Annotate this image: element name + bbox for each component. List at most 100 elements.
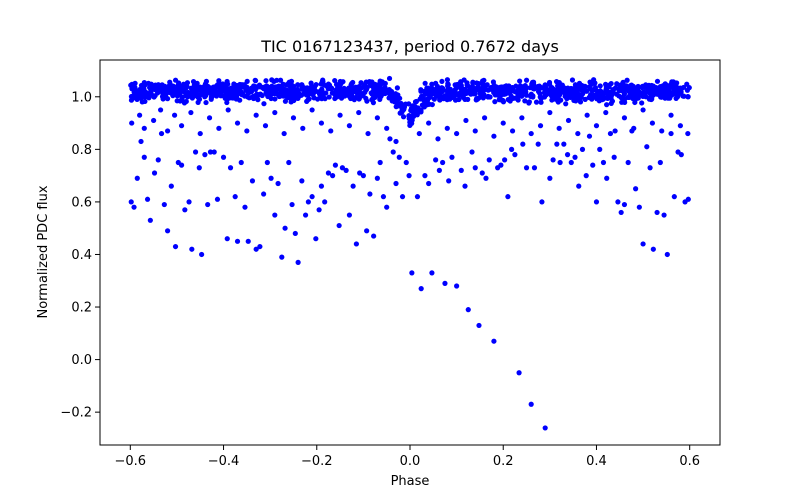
band-point bbox=[329, 90, 335, 96]
data-point bbox=[225, 107, 231, 113]
band-point bbox=[223, 84, 229, 90]
band-point bbox=[418, 93, 425, 99]
data-point bbox=[509, 146, 515, 152]
band-point bbox=[569, 77, 576, 83]
band-point bbox=[469, 89, 476, 95]
data-point bbox=[242, 204, 248, 210]
band-point bbox=[224, 78, 230, 85]
x-axis-ticks: −0.6 −0.4 −0.2 0.0 0.2 0.4 0.6 bbox=[115, 445, 700, 469]
band-point bbox=[167, 79, 173, 85]
band-point bbox=[371, 94, 377, 100]
data-point bbox=[531, 165, 538, 171]
band-point bbox=[142, 98, 148, 104]
band-point bbox=[641, 89, 647, 95]
band-point bbox=[464, 80, 470, 86]
band-point bbox=[400, 104, 407, 110]
data-point bbox=[664, 251, 670, 258]
data-point bbox=[390, 149, 396, 155]
band-point bbox=[249, 94, 255, 100]
data-point bbox=[576, 183, 582, 189]
data-point bbox=[472, 128, 478, 134]
data-point bbox=[519, 115, 525, 121]
band-point bbox=[675, 91, 681, 97]
band-point bbox=[439, 78, 445, 85]
band-point bbox=[203, 99, 209, 106]
data-point bbox=[168, 183, 174, 189]
band-point bbox=[515, 97, 521, 103]
band-point bbox=[663, 82, 670, 88]
band-point bbox=[379, 80, 385, 87]
data-point bbox=[509, 128, 516, 134]
band-point bbox=[519, 89, 525, 95]
band-point bbox=[530, 94, 536, 100]
band-point bbox=[522, 98, 528, 104]
band-point bbox=[294, 93, 300, 100]
band-point bbox=[130, 93, 136, 100]
data-point bbox=[654, 209, 660, 216]
band-point bbox=[526, 99, 532, 105]
data-point bbox=[433, 157, 439, 163]
data-point bbox=[144, 196, 151, 202]
band-point bbox=[439, 85, 445, 91]
band-point bbox=[310, 92, 316, 98]
data-point bbox=[325, 170, 332, 176]
data-point bbox=[227, 165, 234, 171]
band-point bbox=[409, 120, 415, 126]
band-point bbox=[328, 85, 335, 92]
band-point bbox=[164, 86, 170, 92]
band-point bbox=[386, 75, 393, 82]
band-point bbox=[445, 82, 451, 88]
data-point bbox=[147, 217, 153, 223]
data-point bbox=[196, 165, 202, 171]
data-point bbox=[275, 180, 281, 187]
band-point bbox=[233, 96, 239, 102]
data-point bbox=[295, 259, 301, 265]
data-point bbox=[214, 196, 221, 202]
data-point bbox=[640, 241, 646, 247]
band-point bbox=[360, 93, 366, 99]
band-point bbox=[435, 93, 441, 99]
x-tick-label: −0.4 bbox=[208, 454, 240, 469]
band-point bbox=[272, 96, 278, 102]
data-point bbox=[249, 178, 256, 184]
data-point bbox=[207, 149, 214, 155]
data-point bbox=[678, 152, 684, 158]
data-point bbox=[644, 144, 650, 150]
band-point bbox=[677, 85, 683, 91]
band-point bbox=[224, 99, 230, 106]
band-point bbox=[628, 83, 634, 89]
band-point bbox=[418, 88, 424, 94]
band-point bbox=[422, 80, 428, 86]
band-point bbox=[613, 91, 620, 97]
data-point bbox=[414, 194, 421, 200]
data-point bbox=[604, 175, 610, 181]
band-point bbox=[412, 99, 419, 105]
data-point bbox=[593, 199, 600, 205]
data-point bbox=[384, 125, 390, 131]
band-point bbox=[332, 77, 338, 84]
band-point bbox=[622, 99, 628, 105]
data-point bbox=[289, 201, 295, 208]
band-point bbox=[574, 90, 581, 96]
data-point bbox=[593, 123, 600, 129]
band-point bbox=[608, 100, 614, 106]
band-point bbox=[181, 89, 188, 95]
data-point bbox=[272, 212, 278, 218]
data-point bbox=[685, 130, 691, 137]
data-point bbox=[299, 178, 305, 184]
y-axis-label: Normalized PDC flux bbox=[36, 185, 51, 318]
band-point bbox=[295, 82, 301, 88]
band-point bbox=[301, 91, 307, 97]
band-point bbox=[574, 96, 580, 103]
data-point bbox=[374, 175, 380, 181]
data-point bbox=[640, 107, 646, 113]
data-point bbox=[416, 130, 422, 137]
band-point bbox=[400, 114, 407, 120]
band-point bbox=[278, 88, 284, 94]
data-point bbox=[512, 152, 518, 158]
data-point bbox=[600, 159, 607, 166]
band-point bbox=[642, 84, 648, 90]
data-point bbox=[171, 112, 178, 118]
data-point bbox=[192, 149, 199, 155]
